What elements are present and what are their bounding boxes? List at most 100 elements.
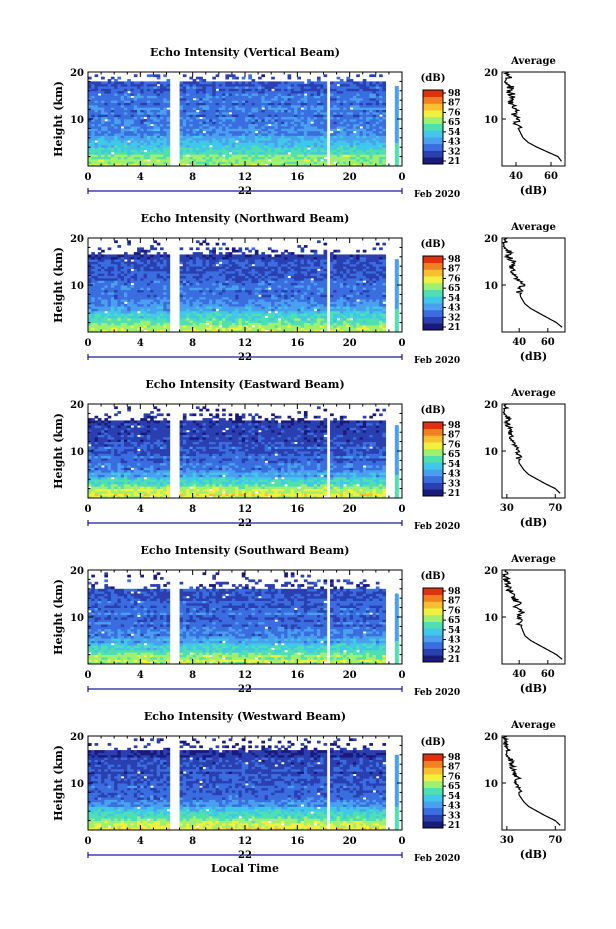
- chart-title: Echo Intensity (Southward Beam): [141, 544, 350, 557]
- heatmap-cells: [88, 406, 399, 499]
- average-y-tick-label: 10: [484, 115, 498, 126]
- average-x-label: (dB): [520, 848, 547, 861]
- colorbar-segment: [423, 448, 443, 456]
- average-x-tick-label: 60: [541, 669, 555, 680]
- colorbar-segment: [423, 614, 443, 622]
- heatmap-cells: [88, 572, 399, 665]
- colorbar-tick-label: 87: [448, 763, 461, 773]
- colorbar-segment: [423, 303, 443, 311]
- colorbar-segment: [423, 323, 443, 331]
- colorbar-segment: [423, 316, 443, 324]
- panel-westward: Echo Intensity (Westward Beam) 10 20 Height…: [52, 710, 566, 864]
- date-month-label: Feb 2020: [414, 688, 460, 698]
- colorbar-tick-label: 54: [448, 626, 461, 636]
- x-tick-label: 20: [343, 836, 357, 847]
- average-x-label: (dB): [520, 516, 547, 529]
- panel-southward: Echo Intensity (Southward Beam) 10 20 Heigh…: [52, 544, 566, 698]
- colorbar-tick-label: 21: [448, 821, 461, 831]
- x-tick-label: 4: [137, 670, 144, 681]
- panel-northward: Echo Intensity (Northward Beam) 10 20 Heigh…: [52, 212, 566, 366]
- colorbar-segment: [423, 780, 443, 788]
- average-title: Average: [510, 720, 556, 731]
- y-axis-label: Height (km): [52, 745, 65, 821]
- colorbar-segment: [423, 807, 443, 815]
- panel-vertical: Echo Intensity (Vertical Beam) 10 20 Height…: [52, 46, 566, 200]
- x-tick-label: 12: [238, 836, 252, 847]
- colorbar-unit: (dB): [421, 239, 446, 250]
- x-tick-label: 0: [399, 670, 406, 681]
- colorbar-tick-label: 98: [448, 421, 461, 431]
- colorbar-segment: [423, 256, 443, 264]
- average-line: [501, 735, 561, 826]
- average-title: Average: [510, 554, 556, 565]
- date-day-label: 22: [238, 850, 252, 861]
- x-tick-label: 4: [137, 836, 144, 847]
- colorbar-tick-label: 65: [448, 450, 461, 460]
- x-tick-label: 16: [290, 172, 304, 183]
- y-tick-label: 20: [70, 566, 84, 577]
- x-tick-label: 0: [399, 836, 406, 847]
- x-tick-label: 20: [343, 338, 357, 349]
- colorbar-tick-label: 32: [448, 645, 461, 655]
- colorbar-tick-label: 65: [448, 616, 461, 626]
- colorbar-segment: [423, 621, 443, 629]
- chart-title: Echo Intensity (Westward Beam): [144, 710, 346, 723]
- average-x-tick-label: 30: [500, 835, 514, 846]
- colorbar-tick-label: 87: [448, 99, 461, 109]
- date-day-label: 22: [238, 186, 252, 197]
- x-tick-label: 16: [290, 338, 304, 349]
- x-tick-label: 0: [85, 836, 92, 847]
- colorbar-segment: [423, 123, 443, 131]
- colorbar-tick-label: 76: [448, 440, 461, 450]
- colorbar-tick-label: 21: [448, 655, 461, 665]
- colorbar-segment: [423, 422, 443, 430]
- average-x-tick-label: 60: [541, 337, 555, 348]
- average-profile: Average 10 20 40 60 (dB): [484, 56, 566, 197]
- colorbar-segment: [423, 150, 443, 158]
- average-x-label: (dB): [520, 184, 547, 197]
- date-month-label: Feb 2020: [414, 854, 460, 864]
- average-x-tick-label: 70: [548, 503, 562, 514]
- colorbar-segment: [423, 289, 443, 297]
- average-x-tick-label: 70: [548, 835, 562, 846]
- colorbar-segment: [423, 90, 443, 98]
- colorbar-frame: [422, 421, 444, 497]
- colorbar-tick-label: 54: [448, 294, 461, 304]
- colorbar-tick-label: 21: [448, 323, 461, 333]
- average-x-tick-label: 40: [512, 669, 526, 680]
- colorbar-frame: [422, 587, 444, 663]
- y-tick-label: 20: [70, 68, 84, 79]
- colorbar-segment: [423, 655, 443, 663]
- average-y-tick-label: 20: [484, 732, 498, 743]
- colorbar-tick-label: 98: [448, 587, 461, 597]
- x-tick-label: 12: [238, 504, 252, 515]
- colorbar-segment: [423, 801, 443, 809]
- x-tick-label: 20: [343, 172, 357, 183]
- y-axis-label: Height (km): [52, 413, 65, 489]
- y-tick-label: 10: [70, 115, 84, 126]
- y-tick-label: 20: [70, 234, 84, 245]
- colorbar-tick-label: 98: [448, 753, 461, 763]
- average-frame: [501, 735, 566, 831]
- colorbar-segment: [423, 594, 443, 602]
- colorbar-segment: [423, 774, 443, 782]
- colorbar-segment: [423, 462, 443, 470]
- x-tick-label: 0: [85, 504, 92, 515]
- average-y-tick-label: 10: [484, 281, 498, 292]
- colorbar-segment: [423, 435, 443, 443]
- x-tick-label: 16: [290, 670, 304, 681]
- average-x-label: (dB): [520, 350, 547, 363]
- average-y-tick-label: 20: [484, 68, 498, 79]
- average-profile: Average 10 20 30 70(dB): [484, 720, 566, 861]
- y-axis-label: Height (km): [52, 247, 65, 323]
- colorbar-segment: [423, 282, 443, 290]
- average-profile: Average 10 20 40 60 (dB): [484, 222, 566, 363]
- x-tick-label: 8: [189, 172, 196, 183]
- average-title: Average: [510, 388, 556, 399]
- colorbar-tick-label: 54: [448, 460, 461, 470]
- colorbar-unit: (dB): [421, 73, 446, 84]
- colorbar-segment: [423, 787, 443, 795]
- x-tick-label: 20: [343, 670, 357, 681]
- colorbar-segment: [423, 157, 443, 165]
